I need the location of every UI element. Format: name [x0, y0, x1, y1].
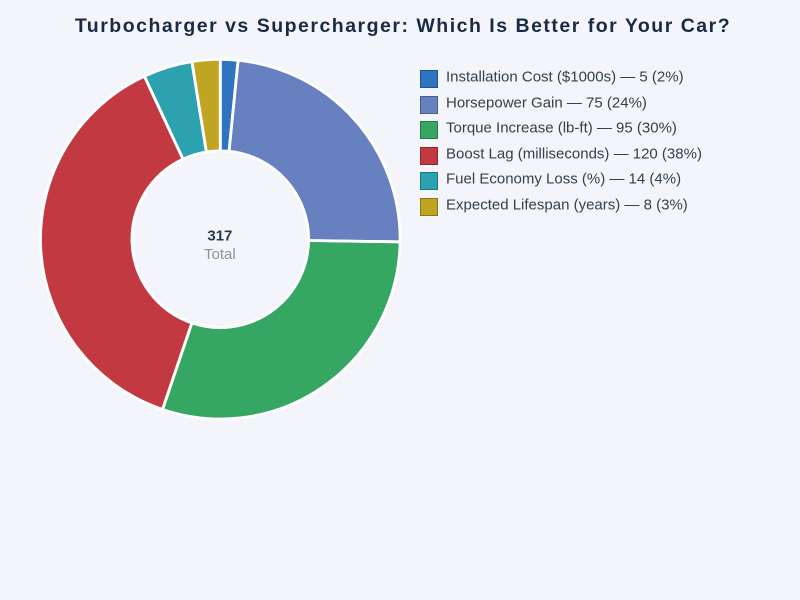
svg-text:Total: Total	[204, 246, 236, 263]
svg-text:317: 317	[207, 227, 232, 244]
